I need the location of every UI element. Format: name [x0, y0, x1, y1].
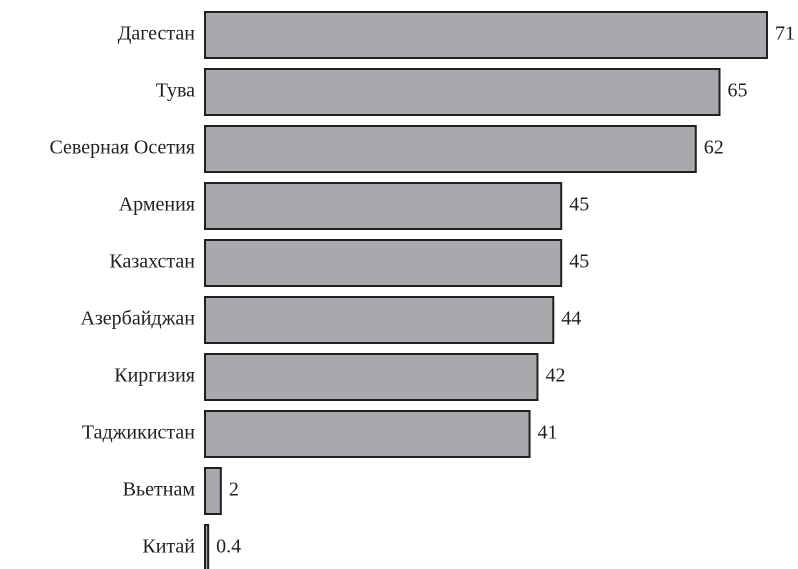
value-label: 0.4	[216, 536, 241, 558]
value-label: 45	[569, 251, 589, 273]
value-label: 41	[538, 422, 558, 444]
bar	[204, 11, 768, 59]
category-label: Китай	[142, 536, 195, 558]
category-label: Тува	[156, 80, 195, 102]
bar	[204, 182, 563, 230]
bar	[204, 68, 721, 116]
bar	[204, 353, 539, 401]
value-label: 45	[569, 194, 589, 216]
category-label: Таджикистан	[82, 422, 195, 444]
bar	[204, 467, 222, 515]
category-label: Армения	[119, 194, 195, 216]
value-label: 44	[561, 308, 581, 330]
value-label: 71	[775, 23, 795, 45]
bar	[204, 296, 555, 344]
value-label: 65	[728, 80, 748, 102]
bar	[204, 410, 531, 458]
category-label: Северная Осетия	[49, 137, 195, 159]
category-label: Дагестан	[118, 23, 196, 45]
category-label: Киргизия	[114, 365, 195, 387]
bar	[204, 239, 563, 287]
value-label: 2	[229, 479, 239, 501]
category-label: Вьетнам	[123, 479, 196, 501]
value-label: 62	[704, 137, 724, 159]
bar	[204, 524, 210, 569]
category-label: Азербайджан	[80, 308, 195, 330]
bar	[204, 125, 697, 173]
value-label: 42	[545, 365, 565, 387]
category-label: Казахстан	[109, 251, 195, 273]
